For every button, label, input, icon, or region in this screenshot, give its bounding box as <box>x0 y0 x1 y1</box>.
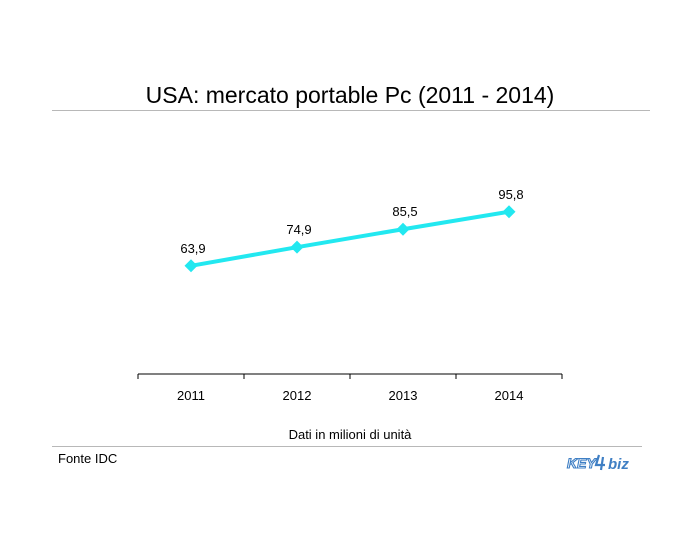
x-tick-label: 2013 <box>389 388 418 403</box>
x-tick-label: 2011 <box>177 388 205 403</box>
data-label: 85,5 <box>392 204 417 219</box>
data-point-marker <box>290 240 304 254</box>
data-label: 63,9 <box>180 241 205 256</box>
x-tick-label: 2012 <box>283 388 312 403</box>
x-axis-caption: Dati in milioni di unità <box>288 427 412 442</box>
data-label: 95,8 <box>498 187 523 202</box>
chart-title: USA: mercato portable Pc (2011 - 2014) <box>145 82 555 108</box>
x-tick-label: 2014 <box>495 388 524 403</box>
svg-text:biz: biz <box>608 456 629 473</box>
key4biz-logo: KEY biz <box>566 454 629 473</box>
title-divider <box>52 110 650 111</box>
data-label: 74,9 <box>286 222 311 237</box>
source-note: Fonte IDC <box>58 451 118 466</box>
data-point-marker <box>184 259 198 273</box>
svg-text:KEY: KEY <box>567 455 597 471</box>
series-line <box>190 209 510 268</box>
data-point-marker <box>396 222 410 236</box>
line-chart: 2011 2012 2013 2014 63,9 74,9 85,5 95,8 <box>137 187 563 403</box>
data-point-marker <box>502 205 516 219</box>
footer-divider <box>52 446 642 447</box>
